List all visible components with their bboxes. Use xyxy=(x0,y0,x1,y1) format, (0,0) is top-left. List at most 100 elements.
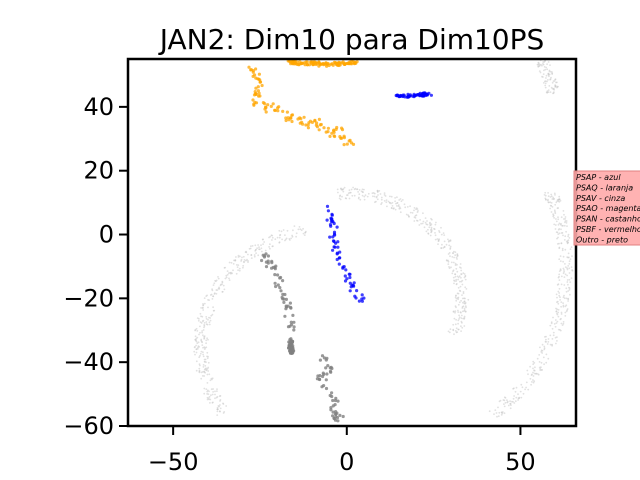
data-point xyxy=(564,248,567,251)
data-point xyxy=(549,196,552,198)
data-point xyxy=(551,73,554,75)
data-point xyxy=(210,394,212,397)
data-point xyxy=(287,118,291,122)
data-point xyxy=(348,189,351,192)
data-point xyxy=(396,205,398,207)
data-point xyxy=(304,231,307,234)
data-point xyxy=(567,235,569,238)
data-point xyxy=(322,63,326,67)
data-point xyxy=(396,196,398,199)
data-point xyxy=(563,284,566,286)
data-point xyxy=(306,123,310,127)
data-point xyxy=(560,317,562,320)
data-point xyxy=(243,259,246,261)
data-point xyxy=(549,91,552,93)
data-point xyxy=(284,118,288,123)
data-point xyxy=(201,331,204,334)
data-point xyxy=(284,116,288,120)
data-point xyxy=(568,263,571,265)
data-point xyxy=(429,224,431,226)
data-point xyxy=(219,404,221,406)
data-point xyxy=(420,93,424,98)
data-point xyxy=(287,346,291,350)
data-point xyxy=(499,399,502,402)
data-point xyxy=(554,212,557,215)
data-point xyxy=(345,142,349,146)
data-point xyxy=(425,230,428,233)
data-point xyxy=(460,317,463,320)
data-point xyxy=(564,266,567,268)
data-point xyxy=(210,377,213,380)
data-point xyxy=(555,201,558,204)
data-point xyxy=(212,295,214,298)
data-point xyxy=(563,239,566,241)
data-point xyxy=(437,240,440,243)
data-point xyxy=(319,122,323,127)
data-point xyxy=(299,228,302,231)
data-point xyxy=(524,388,526,391)
data-point xyxy=(329,224,333,228)
data-point xyxy=(554,224,557,226)
data-point xyxy=(258,80,262,84)
data-point xyxy=(547,201,550,204)
data-point xyxy=(321,374,325,379)
data-point xyxy=(547,357,550,360)
data-point xyxy=(400,200,403,203)
data-point xyxy=(390,207,393,209)
data-point xyxy=(194,328,197,331)
data-point xyxy=(256,89,260,93)
data-point xyxy=(225,274,228,277)
data-point xyxy=(342,143,346,147)
data-point xyxy=(347,139,351,143)
data-point xyxy=(456,331,459,333)
data-point xyxy=(324,366,328,370)
data-point xyxy=(497,415,500,418)
data-point xyxy=(545,341,547,343)
data-point xyxy=(377,194,379,196)
data-point xyxy=(551,343,553,346)
data-point xyxy=(330,131,334,135)
data-point xyxy=(354,296,358,300)
data-point xyxy=(562,260,564,263)
data-point xyxy=(357,191,359,193)
data-point xyxy=(569,281,572,283)
data-point xyxy=(459,263,462,265)
data-point xyxy=(206,390,209,393)
legend-entry: PSAV - cinza xyxy=(576,194,625,203)
data-point xyxy=(273,267,277,271)
data-point xyxy=(213,309,216,312)
data-point xyxy=(558,232,561,235)
data-point xyxy=(533,362,536,364)
data-point xyxy=(566,274,568,277)
data-point xyxy=(543,363,545,366)
data-point xyxy=(389,195,391,198)
data-point xyxy=(556,85,559,88)
data-point xyxy=(341,188,344,191)
data-point xyxy=(195,369,198,372)
data-point xyxy=(550,86,553,89)
data-point xyxy=(280,230,283,233)
data-point xyxy=(201,320,204,323)
data-point xyxy=(463,309,466,311)
data-point xyxy=(292,328,296,332)
data-point xyxy=(456,253,459,255)
data-point xyxy=(467,298,470,301)
data-point xyxy=(216,410,219,413)
data-point xyxy=(257,244,259,246)
data-point xyxy=(242,255,245,258)
data-point xyxy=(257,72,261,76)
data-point xyxy=(278,286,282,290)
data-point xyxy=(334,127,338,131)
data-point xyxy=(343,274,347,278)
data-point xyxy=(350,188,353,191)
data-point xyxy=(459,280,461,283)
data-point xyxy=(554,194,556,196)
data-point xyxy=(357,197,360,200)
data-point xyxy=(452,252,455,255)
data-point xyxy=(554,336,557,339)
data-point xyxy=(565,297,568,300)
data-point xyxy=(393,207,395,210)
data-point xyxy=(552,316,554,319)
data-point xyxy=(425,93,429,97)
data-point xyxy=(557,223,560,226)
